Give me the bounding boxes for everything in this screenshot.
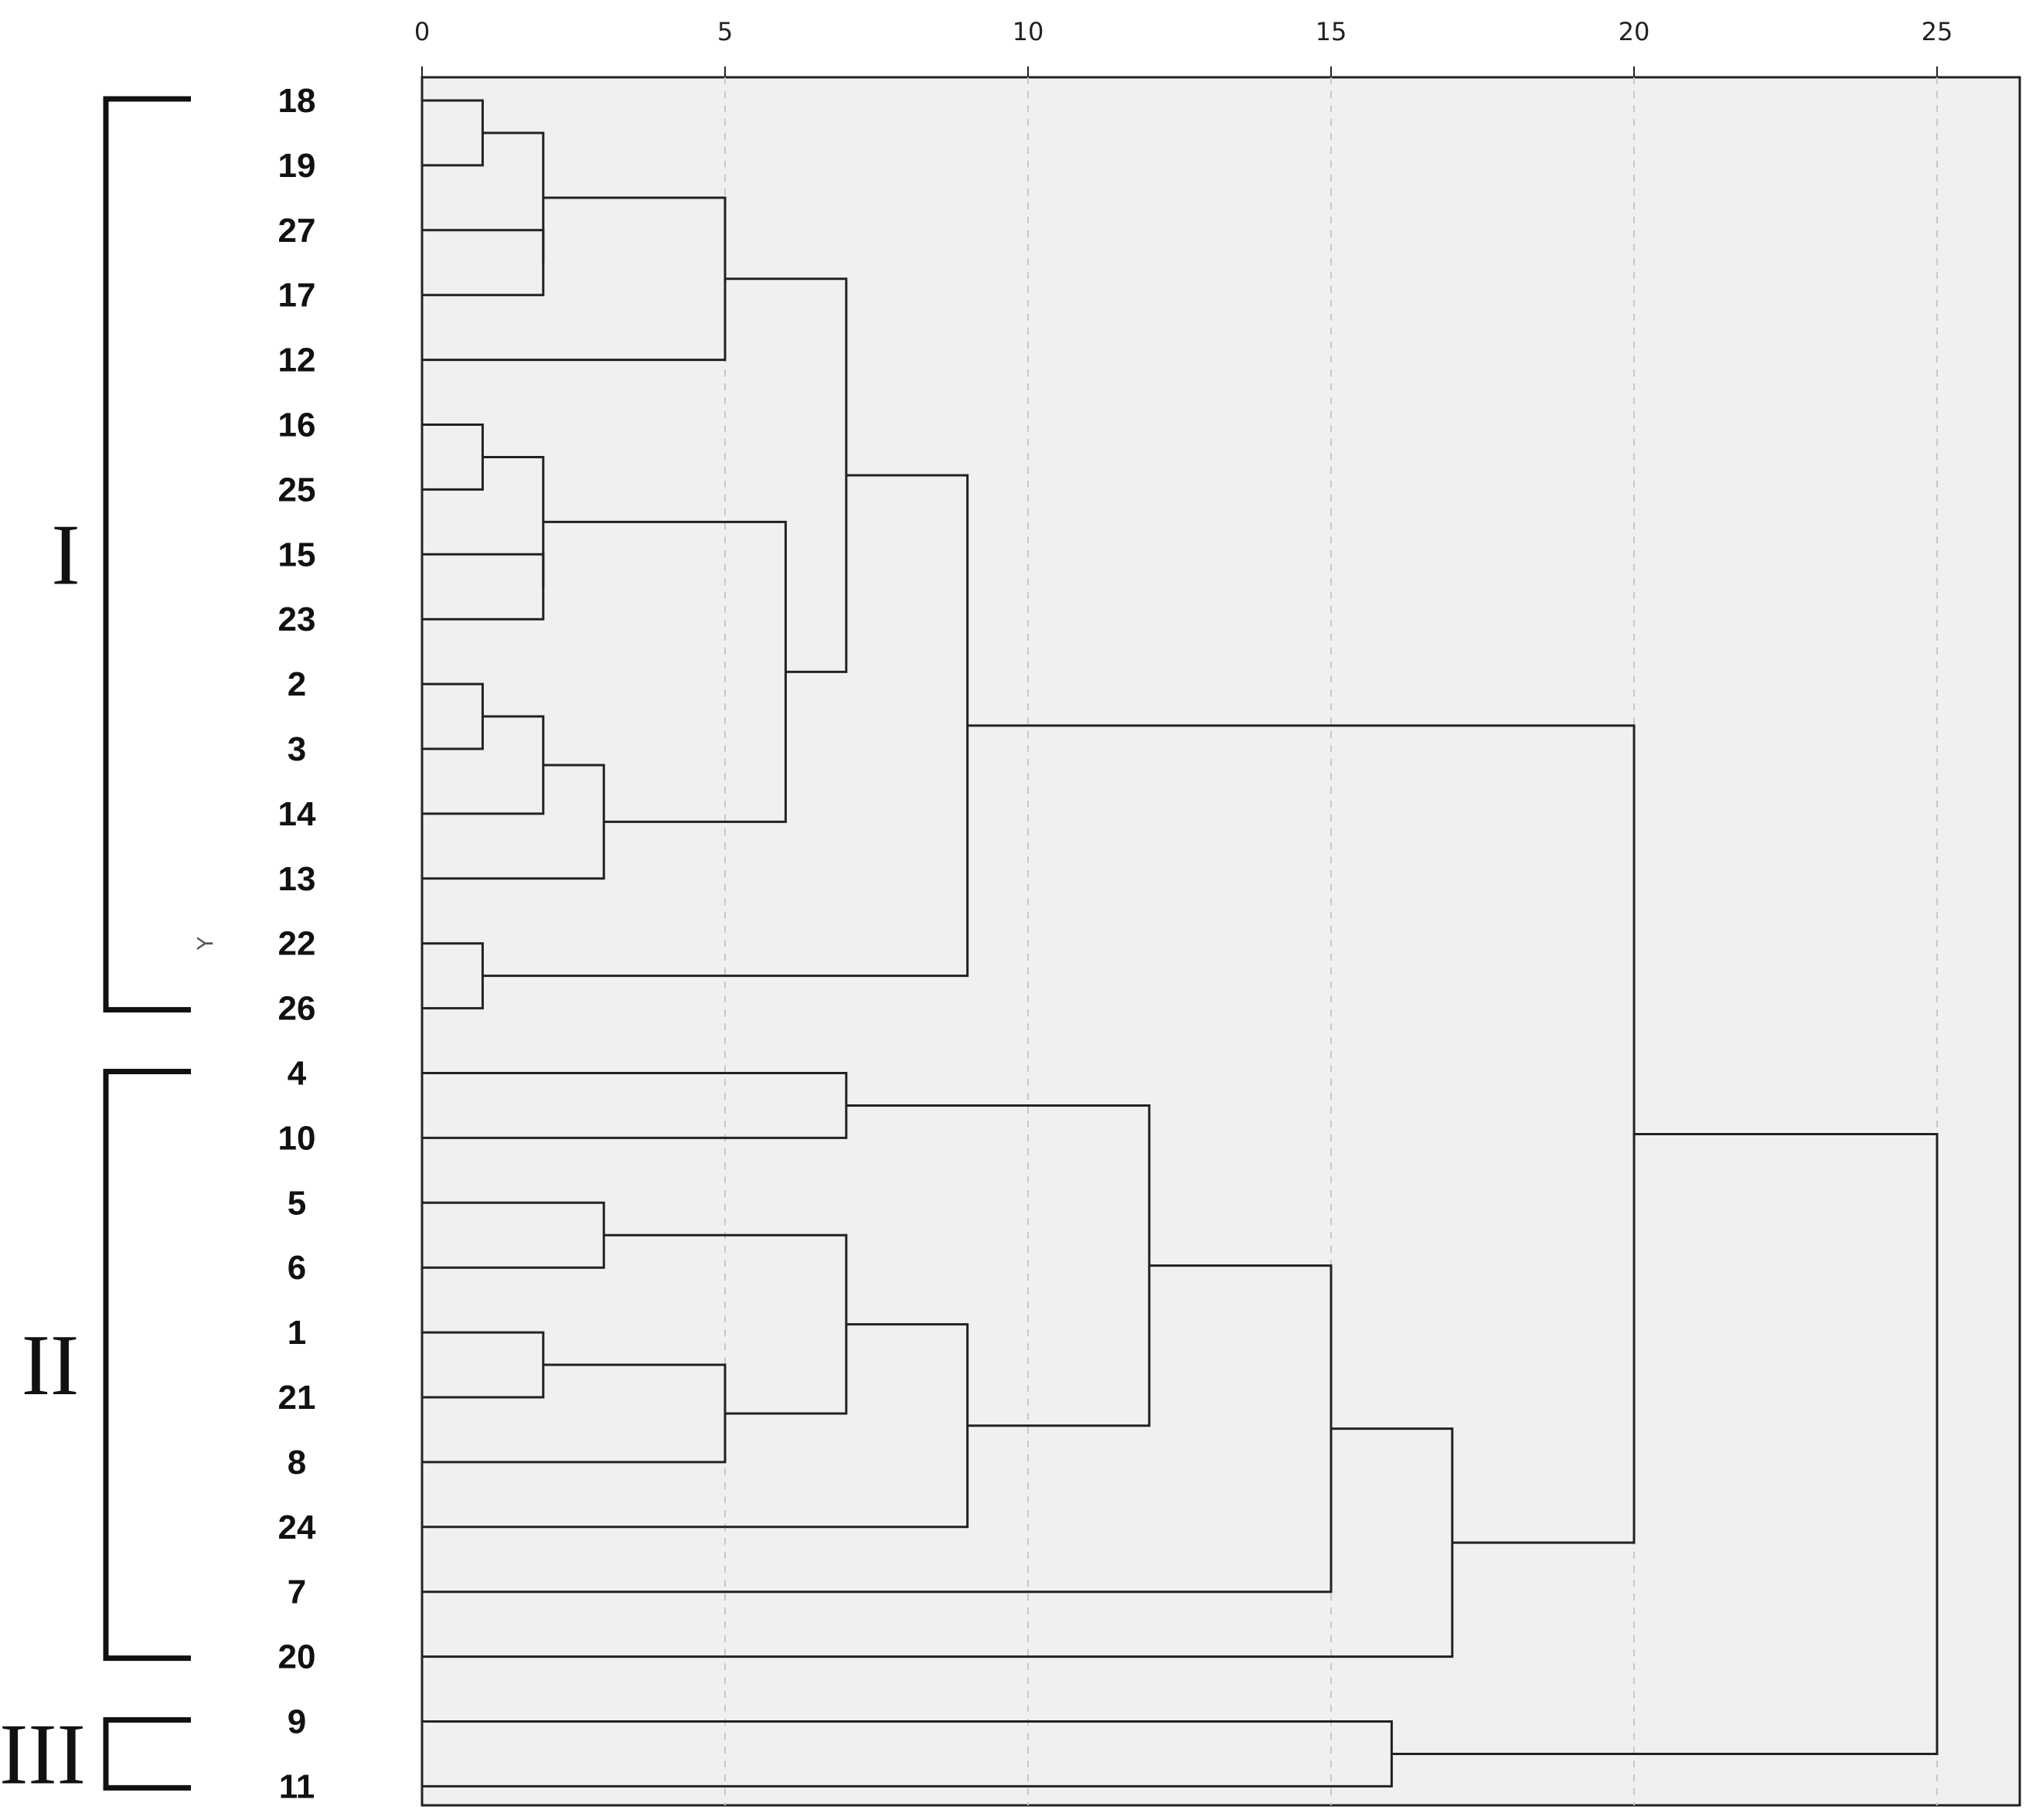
tick-label: 20 [1619,17,1650,46]
dendrogram-links [422,99,1939,1788]
leaf-label: 26 [278,990,316,1028]
leaf-label: 24 [278,1509,316,1546]
leaf-labels: 1819271712162515232314132226410561218247… [192,82,316,1805]
leaf-label: 4 [288,1055,307,1093]
cluster-label: II [22,1318,80,1413]
cluster-label: III [0,1706,86,1802]
tick-label: 0 [414,17,430,46]
leaf-label: 9 [288,1703,306,1741]
leaf-label: 19 [278,147,316,185]
cluster-label: I [51,507,80,603]
cluster-bracket [103,1717,191,1791]
dendrogram-link [482,455,545,587]
leaf-label: 7 [288,1573,306,1611]
tick-label: 25 [1922,17,1953,46]
cluster-bracket [103,96,191,1013]
leaf-label: 3 [288,730,306,768]
leaf-label: 20 [278,1638,316,1676]
leaf-label: 22 [278,925,316,963]
tick-label: 5 [717,17,733,46]
dendrogram-link [482,131,545,263]
dendrogram-link [1391,1132,1939,1755]
leaf-label: 25 [278,471,316,509]
leaf-label: 2 [288,665,306,703]
leaf-label: 27 [278,212,316,250]
leaf-label: 15 [278,536,316,573]
plot-area [420,76,2021,1807]
leaf-label: 8 [288,1444,306,1482]
leaf-label: 12 [278,342,316,379]
tick-label: 15 [1316,17,1347,46]
x-axis-ticks: 0 5 10 15 20 25 [414,17,1953,77]
leaf-label: 14 [278,795,316,833]
leaf-label: 16 [278,407,316,444]
cluster-bracket [103,1069,191,1662]
leaf-label: 17 [278,277,316,315]
leaf-label: 21 [278,1379,316,1417]
leaf-label: 5 [288,1184,306,1222]
leaf-label: 18 [278,82,316,120]
leaf-label: 13 [278,860,316,898]
leaf-label: 10 [278,1119,316,1157]
grid-lines [420,76,2021,1807]
leaf-label: 23 [278,600,316,638]
tick-label: 10 [1013,17,1044,46]
leaf-label: 6 [288,1249,306,1287]
leaf-label: 1 [288,1314,306,1352]
y-axis-label: Y [192,936,218,951]
leaf-label: 11 [279,1767,315,1805]
